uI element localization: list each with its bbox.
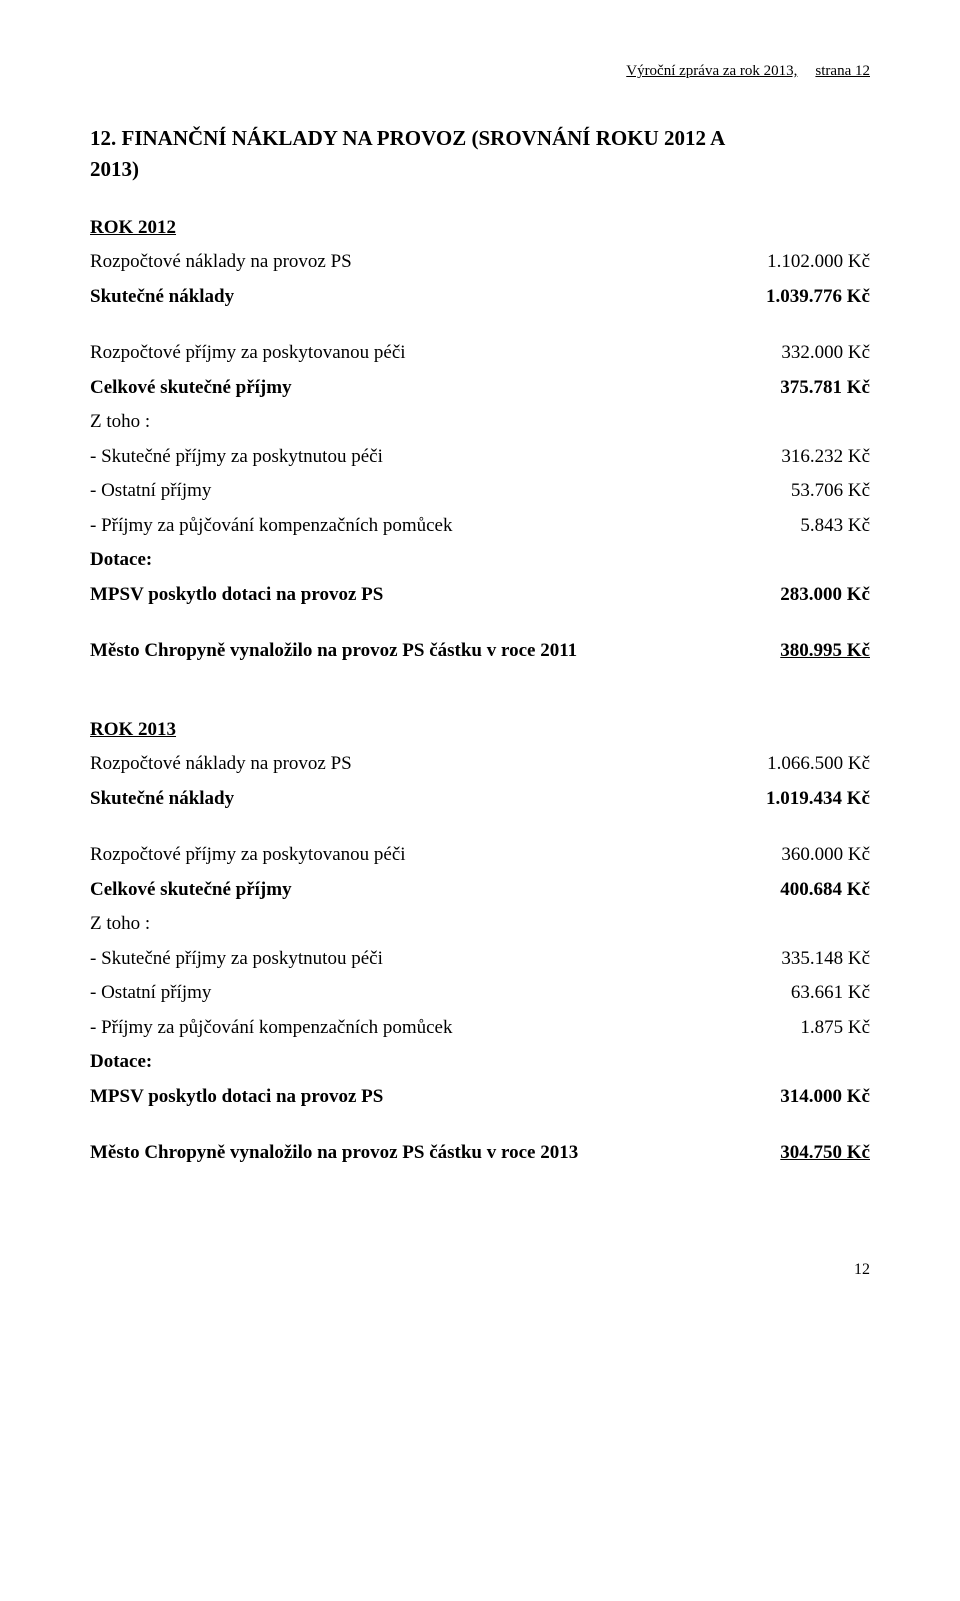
- label: - Příjmy za půjčování kompenzačních pomů…: [90, 1014, 452, 1043]
- value: 380.995 Kč: [720, 637, 870, 666]
- row-celkove-prijmy-2012: Celkové skutečné příjmy 375.781 Kč: [90, 374, 870, 403]
- value: 316.232 Kč: [720, 443, 870, 472]
- value: 1.875 Kč: [720, 1014, 870, 1043]
- value: 1.039.776 Kč: [720, 283, 870, 312]
- row-mesto-2012: Město Chropyně vynaložilo na provoz PS č…: [90, 637, 870, 666]
- row-dotace-2012: Dotace:: [90, 546, 870, 575]
- label: - Skutečné příjmy za poskytnutou péči: [90, 443, 383, 472]
- label: - Příjmy za půjčování kompenzačních pomů…: [90, 512, 452, 541]
- row-ostatni-2013: - Ostatní příjmy 63.661 Kč: [90, 979, 870, 1008]
- row-mpsv-2012: MPSV poskytlo dotaci na provoz PS 283.00…: [90, 581, 870, 610]
- label: Skutečné náklady: [90, 785, 234, 814]
- row-rozpoctove-naklady-2013: Rozpočtové náklady na provoz PS 1.066.50…: [90, 750, 870, 779]
- label: Dotace:: [90, 546, 152, 575]
- label: MPSV poskytlo dotaci na provoz PS: [90, 1083, 383, 1112]
- value: 400.684 Kč: [720, 876, 870, 905]
- label: Celkové skutečné příjmy: [90, 876, 292, 905]
- label: Rozpočtové náklady na provoz PS: [90, 248, 352, 277]
- label: Rozpočtové příjmy za poskytovanou péči: [90, 841, 406, 870]
- section-heading: 12. FINANČNÍ NÁKLADY NA PROVOZ (SROVNÁNÍ…: [90, 123, 870, 186]
- row-pujcovani-2012: - Příjmy za půjčování kompenzačních pomů…: [90, 512, 870, 541]
- label: - Skutečné příjmy za poskytnutou péči: [90, 945, 383, 974]
- row-ostatni-2012: - Ostatní příjmy 53.706 Kč: [90, 477, 870, 506]
- label: - Ostatní příjmy: [90, 477, 211, 506]
- row-rozpoctove-prijmy-2013: Rozpočtové příjmy za poskytovanou péči 3…: [90, 841, 870, 870]
- page-number: 12: [90, 1258, 870, 1282]
- row-celkove-prijmy-2013: Celkové skutečné příjmy 400.684 Kč: [90, 876, 870, 905]
- value: 283.000 Kč: [720, 581, 870, 610]
- section-heading-line2: 2013): [90, 154, 870, 186]
- label: Město Chropyně vynaložilo na provoz PS č…: [90, 1139, 578, 1168]
- value: 332.000 Kč: [720, 339, 870, 368]
- row-rozpoctove-naklady-2012: Rozpočtové náklady na provoz PS 1.102.00…: [90, 248, 870, 277]
- row-skutecne-prijmy-2013: - Skutečné příjmy za poskytnutou péči 33…: [90, 945, 870, 974]
- value: 1.019.434 Kč: [720, 785, 870, 814]
- label: Z toho :: [90, 910, 150, 939]
- value: 1.066.500 Kč: [720, 750, 870, 779]
- label: Rozpočtové příjmy za poskytovanou péči: [90, 339, 406, 368]
- row-dotace-2013: Dotace:: [90, 1048, 870, 1077]
- row-ztoho-2013: Z toho :: [90, 910, 870, 939]
- label: MPSV poskytlo dotaci na provoz PS: [90, 581, 383, 610]
- value: 63.661 Kč: [720, 979, 870, 1008]
- label: Dotace:: [90, 1048, 152, 1077]
- row-pujcovani-2013: - Příjmy za půjčování kompenzačních pomů…: [90, 1014, 870, 1043]
- label: Z toho :: [90, 408, 150, 437]
- section-heading-line1: 12. FINANČNÍ NÁKLADY NA PROVOZ (SROVNÁNÍ…: [90, 123, 870, 155]
- year-2013-heading: ROK 2013: [90, 716, 870, 745]
- label: Skutečné náklady: [90, 283, 234, 312]
- row-skutecne-naklady-2012: Skutečné náklady 1.039.776 Kč: [90, 283, 870, 312]
- value: 5.843 Kč: [720, 512, 870, 541]
- value: 53.706 Kč: [720, 477, 870, 506]
- row-skutecne-prijmy-2012: - Skutečné příjmy za poskytnutou péči 31…: [90, 443, 870, 472]
- value: 314.000 Kč: [720, 1083, 870, 1112]
- row-ztoho-2012: Z toho :: [90, 408, 870, 437]
- label: - Ostatní příjmy: [90, 979, 211, 1008]
- header-title: Výroční zpráva za rok 2013,: [626, 63, 797, 79]
- header-page: strana 12: [815, 63, 870, 79]
- value: 360.000 Kč: [720, 841, 870, 870]
- value: 1.102.000 Kč: [720, 248, 870, 277]
- row-mpsv-2013: MPSV poskytlo dotaci na provoz PS 314.00…: [90, 1083, 870, 1112]
- year-2012-heading: ROK 2012: [90, 214, 870, 243]
- page-header: Výroční zpráva za rok 2013, strana 12: [90, 60, 870, 83]
- row-skutecne-naklady-2013: Skutečné náklady 1.019.434 Kč: [90, 785, 870, 814]
- value: 304.750 Kč: [720, 1139, 870, 1168]
- value: 335.148 Kč: [720, 945, 870, 974]
- row-mesto-2013: Město Chropyně vynaložilo na provoz PS č…: [90, 1139, 870, 1168]
- label: Celkové skutečné příjmy: [90, 374, 292, 403]
- value: 375.781 Kč: [720, 374, 870, 403]
- row-rozpoctove-prijmy-2012: Rozpočtové příjmy za poskytovanou péči 3…: [90, 339, 870, 368]
- label: Rozpočtové náklady na provoz PS: [90, 750, 352, 779]
- label: Město Chropyně vynaložilo na provoz PS č…: [90, 637, 577, 666]
